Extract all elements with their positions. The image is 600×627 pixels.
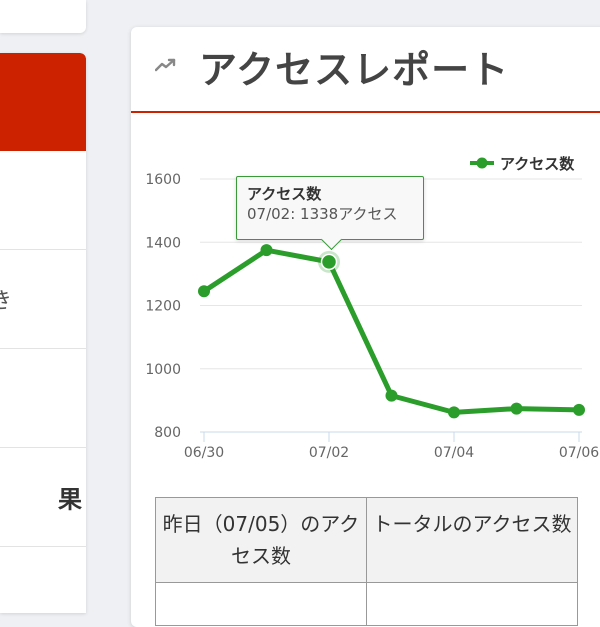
- data-point: [510, 402, 523, 415]
- sidebar-item[interactable]: 果: [0, 448, 86, 547]
- sidebar-item[interactable]: [0, 547, 86, 613]
- table-cell-total: [366, 582, 578, 626]
- table-cell-yesterday: [155, 582, 367, 626]
- sidebar-item[interactable]: [0, 349, 86, 448]
- data-point: [385, 389, 398, 402]
- x-tick-label: 07/04: [434, 445, 474, 461]
- data-point: [448, 406, 460, 419]
- left-top-card: [0, 0, 86, 33]
- x-tick-label: 06/30: [184, 445, 224, 461]
- data-point: [198, 285, 210, 298]
- table-header-yesterday: 昨日（07/05）のアクセス数: [155, 497, 367, 583]
- y-tick-label: 1400: [145, 235, 181, 251]
- sidebar-item[interactable]: [0, 151, 86, 250]
- left-sidebar-menu: き 果: [0, 53, 86, 613]
- tooltip-body: 07/02: 1338アクセス: [247, 205, 398, 223]
- data-point: [573, 403, 585, 416]
- access-stats-table: 昨日（07/05）のアクセス数 トータルのアクセス数: [155, 497, 578, 626]
- y-tick-label: 1200: [145, 299, 181, 315]
- report-header: アクセスレポート: [131, 27, 600, 113]
- report-title: アクセスレポート: [199, 48, 510, 92]
- chart-tooltip: アクセス数 07/02: 1338アクセス: [236, 176, 424, 251]
- y-tick-label: 1000: [145, 362, 181, 378]
- data-point: [260, 244, 273, 257]
- table-header-total: トータルのアクセス数: [366, 497, 578, 583]
- y-tick-label: 1600: [145, 172, 181, 188]
- tooltip-title: アクセス数: [247, 185, 322, 203]
- x-tick-label: 07/06: [559, 445, 599, 461]
- line-chart-icon: [154, 57, 177, 76]
- sidebar-item-glyph: き: [0, 289, 13, 314]
- sidebar-item[interactable]: き: [0, 250, 86, 349]
- sidebar-item-label: 果: [58, 485, 82, 514]
- legend-label: アクセス数: [500, 155, 575, 173]
- sidebar-item-active[interactable]: [0, 53, 86, 151]
- y-tick-label: 800: [154, 425, 181, 441]
- legend-marker: [476, 157, 488, 169]
- x-tick-label: 07/02: [309, 445, 349, 461]
- data-point: [320, 253, 338, 271]
- series-line: [201, 247, 582, 415]
